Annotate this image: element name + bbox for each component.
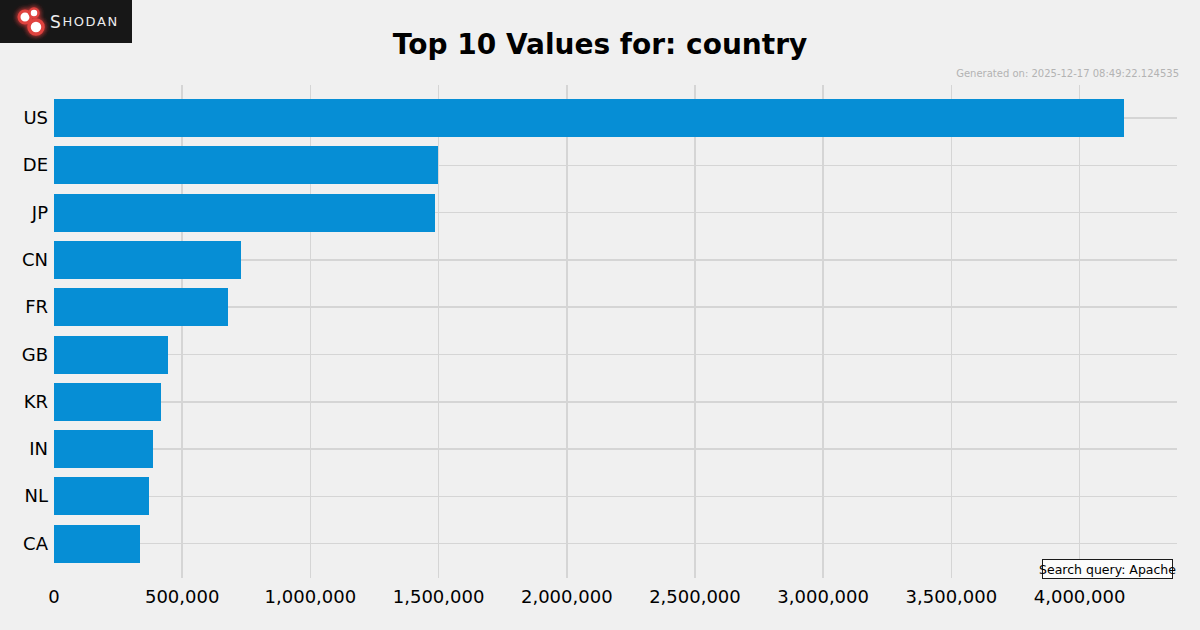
x-tick-label: 1,500,000 xyxy=(393,588,485,606)
grid-line-vertical xyxy=(951,85,953,578)
page-title: Top 10 Values for: country xyxy=(0,28,1200,61)
bar-chart xyxy=(54,85,1177,578)
bar-ca xyxy=(54,525,140,563)
bar-us xyxy=(54,99,1124,137)
y-tick-label: DE xyxy=(0,156,48,174)
grid-line-horizontal xyxy=(54,354,1177,356)
grid-line-vertical xyxy=(822,85,824,578)
y-tick-label: KR xyxy=(0,393,48,411)
logo-text-rest: HODAN xyxy=(62,14,118,29)
bar-nl xyxy=(54,477,149,515)
grid-line-vertical xyxy=(694,85,696,578)
bar-gb xyxy=(54,336,168,374)
x-tick-label: 500,000 xyxy=(145,588,219,606)
search-query-badge: Search query: Apache xyxy=(1042,559,1173,579)
x-tick-label: 3,500,000 xyxy=(906,588,998,606)
grid-line-vertical xyxy=(566,85,568,578)
grid-line-horizontal xyxy=(54,496,1177,498)
grid-line-vertical xyxy=(438,85,440,578)
grid-line-vertical xyxy=(1079,85,1081,578)
bar-fr xyxy=(54,288,228,326)
grid-line-horizontal xyxy=(54,448,1177,450)
bar-kr xyxy=(54,383,161,421)
y-tick-label: US xyxy=(0,109,48,127)
y-tick-label: JP xyxy=(0,204,48,222)
bar-jp xyxy=(54,194,435,232)
generated-timestamp: Generated on: 2025-12-17 08:49:22.124535 xyxy=(956,68,1179,79)
x-tick-label: 3,000,000 xyxy=(777,588,869,606)
y-tick-label: FR xyxy=(0,298,48,316)
grid-line-horizontal xyxy=(54,543,1177,545)
y-tick-label: CN xyxy=(0,251,48,269)
x-tick-label: 0 xyxy=(48,588,59,606)
bar-cn xyxy=(54,241,241,279)
y-tick-label: IN xyxy=(0,440,48,458)
x-tick-label: 1,000,000 xyxy=(265,588,357,606)
x-tick-label: 4,000,000 xyxy=(1034,588,1126,606)
y-tick-label: NL xyxy=(0,487,48,505)
x-tick-label: 2,000,000 xyxy=(521,588,613,606)
y-tick-label: GB xyxy=(0,346,48,364)
grid-line-horizontal xyxy=(54,401,1177,403)
bar-de xyxy=(54,146,438,184)
y-tick-label: CA xyxy=(0,535,48,553)
bar-in xyxy=(54,430,153,468)
x-tick-label: 2,500,000 xyxy=(649,588,741,606)
